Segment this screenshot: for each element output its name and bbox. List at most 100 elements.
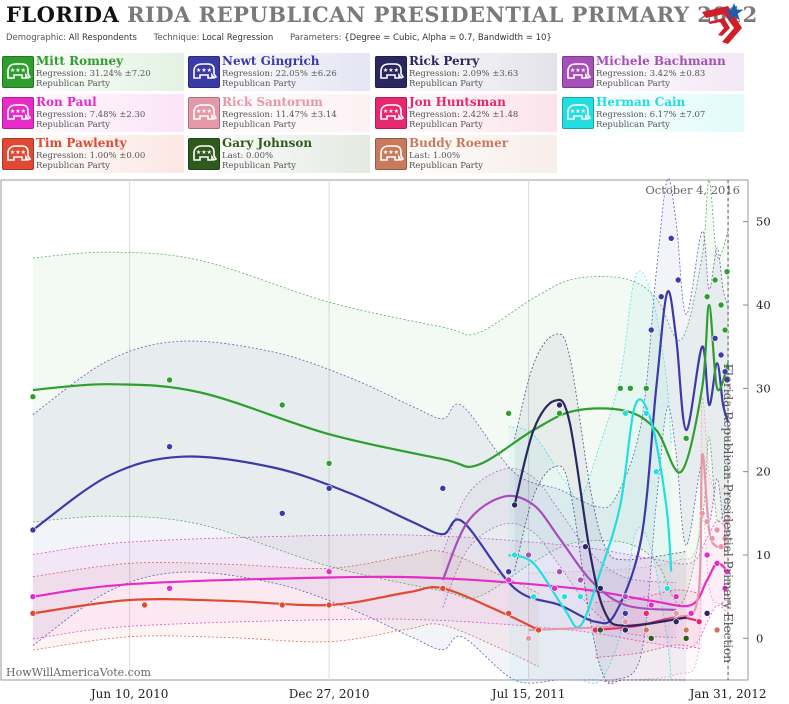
confidence-band	[32, 521, 729, 649]
technique-label: Technique:	[153, 33, 200, 43]
confidence-lower-line	[528, 510, 729, 681]
x-tick-label: Jul 15, 2011	[490, 687, 566, 701]
confidence-lower-line	[442, 522, 677, 638]
poll-point	[674, 276, 682, 284]
elephant-icon: ★★★	[188, 138, 220, 170]
y-tick-label: 20	[756, 465, 771, 479]
candidate-stat: Last: 0.00%	[222, 151, 274, 161]
poll-point	[577, 593, 584, 600]
poll-point	[141, 601, 148, 609]
candidate-stat: Regression: 1.00% ±0.00	[36, 151, 146, 161]
candidate-card[interactable]: ★★★ Newt Gingrich Regression: 22.05% ±6.26…	[186, 53, 370, 91]
poll-point	[622, 610, 629, 617]
candidate-card[interactable]: ★★★ Tim Pawlenty Regression: 1.00% ±0.00 Re…	[0, 135, 184, 173]
poll-point	[597, 585, 604, 592]
demographic-label: Demographic:	[6, 33, 67, 43]
candidate-party: Republican Party	[596, 79, 670, 89]
confidence-band	[32, 178, 729, 684]
poll-point	[708, 535, 716, 542]
svg-text:★★★: ★★★	[383, 149, 399, 156]
series-line	[508, 398, 673, 629]
poll-point	[622, 410, 629, 417]
candidate-legend: ★★★ Mitt Romney Regression: 31.24% ±7.20 Re…	[0, 53, 750, 175]
elephant-icon: ★★★	[375, 138, 407, 170]
poll-point	[698, 510, 706, 517]
poll-point	[505, 576, 512, 584]
candidate-card[interactable]: ★★★ Michele Bachmann Regression: 3.42% ±0.…	[560, 53, 744, 91]
elephant-icon: ★★★	[562, 97, 594, 129]
candidate-card[interactable]: ★★★ Herman Cain Regression: 6.17% ±7.07 Rep…	[560, 94, 744, 132]
confidence-lower-line	[595, 644, 703, 658]
poll-point	[622, 618, 629, 625]
confidence-band	[508, 271, 672, 684]
y-tick-label: 0	[756, 631, 763, 645]
poll-point	[551, 585, 558, 592]
poll-point	[166, 443, 173, 450]
confidence-upper-line	[32, 550, 539, 594]
confidence-lower-line	[32, 623, 539, 668]
poll-point	[511, 551, 518, 559]
poll-point	[525, 551, 532, 559]
y-tick-label: 10	[756, 548, 771, 562]
candidate-party: Republican Party	[409, 79, 483, 89]
svg-text:★★★: ★★★	[10, 149, 26, 156]
candidate-card[interactable]: ★★★ Rick Perry Regression: 2.09% ±3.63 Repu…	[373, 53, 557, 91]
candidate-name: Jon Huntsman	[409, 95, 506, 109]
poll-point	[723, 268, 731, 275]
poll-point	[721, 368, 729, 375]
chart: Jun 10, 2010 Dec 27, 2010 Jul 15, 2011 Jan …	[0, 178, 771, 701]
poll-point	[29, 526, 37, 534]
poll-point	[556, 568, 563, 575]
elephant-icon: ★★★	[2, 138, 34, 170]
candidate-party: Republican Party	[36, 79, 110, 89]
poll-point	[647, 635, 655, 642]
candidate-name: Tim Pawlenty	[36, 136, 127, 150]
date-label: October 4, 2016	[645, 183, 740, 197]
poll-point	[561, 593, 568, 600]
poll-point	[622, 593, 629, 600]
poll-point	[505, 610, 512, 617]
candidate-party: Republican Party	[409, 161, 483, 171]
poll-point	[525, 635, 532, 642]
candidate-card[interactable]: ★★★ Jon Huntsman Regression: 2.42% ±1.48 Re…	[373, 94, 557, 132]
candidate-party: Republican Party	[409, 120, 483, 130]
confidence-band	[32, 180, 729, 605]
candidate-card[interactable]: ★★★ Mitt Romney Regression: 31.24% ±7.20 Re…	[0, 53, 184, 91]
poll-point	[711, 335, 719, 342]
candidate-name: Buddy Roemer	[409, 136, 509, 150]
candidate-card[interactable]: ★★★ Buddy Roemer Last: 1.00% Republican Par…	[373, 135, 557, 173]
series-line	[513, 398, 687, 627]
candidate-stat: Regression: 11.47% ±3.14	[222, 110, 337, 120]
y-tick-label: 40	[756, 298, 771, 312]
poll-point	[703, 518, 711, 525]
poll-point	[278, 601, 286, 609]
elephant-icon: ★★★	[188, 97, 220, 129]
candidate-stat: Regression: 22.05% ±6.26	[222, 69, 337, 79]
poll-point	[717, 543, 725, 550]
poll-point	[642, 610, 650, 617]
poll-point	[723, 518, 731, 525]
technique-value: Local Regression	[202, 33, 274, 43]
svg-text:★★★: ★★★	[383, 108, 399, 115]
title-main: FLORIDA	[6, 2, 120, 27]
poll-point	[723, 568, 731, 575]
poll-point	[325, 601, 333, 609]
poll-point	[622, 626, 629, 634]
poll-point	[278, 510, 286, 517]
candidate-card[interactable]: ★★★ Rick Santorum Regression: 11.47% ±3.14…	[186, 94, 370, 132]
poll-point	[682, 435, 690, 442]
poll-point	[672, 610, 680, 617]
candidate-card[interactable]: ★★★ Ron Paul Regression: 7.48% ±2.30 Republ…	[0, 94, 184, 132]
candidate-card[interactable]: ★★★ Gary Johnson Last: 0.00% Republican Par…	[186, 135, 370, 173]
candidate-name: Ron Paul	[36, 95, 97, 109]
poll-point	[577, 576, 584, 584]
candidate-name: Newt Gingrich	[222, 54, 320, 68]
candidate-stat: Regression: 31.24% ±7.20	[36, 69, 151, 79]
x-tick-label: Dec 27, 2010	[289, 687, 370, 701]
parameters-value: {Degree = Cubic, Alpha = 0.7, Bandwidth …	[344, 33, 552, 43]
poll-point	[325, 460, 333, 467]
candidate-party: Republican Party	[222, 79, 296, 89]
poll-point	[657, 293, 665, 300]
series-line	[441, 494, 677, 612]
svg-text:★★★: ★★★	[10, 108, 26, 115]
